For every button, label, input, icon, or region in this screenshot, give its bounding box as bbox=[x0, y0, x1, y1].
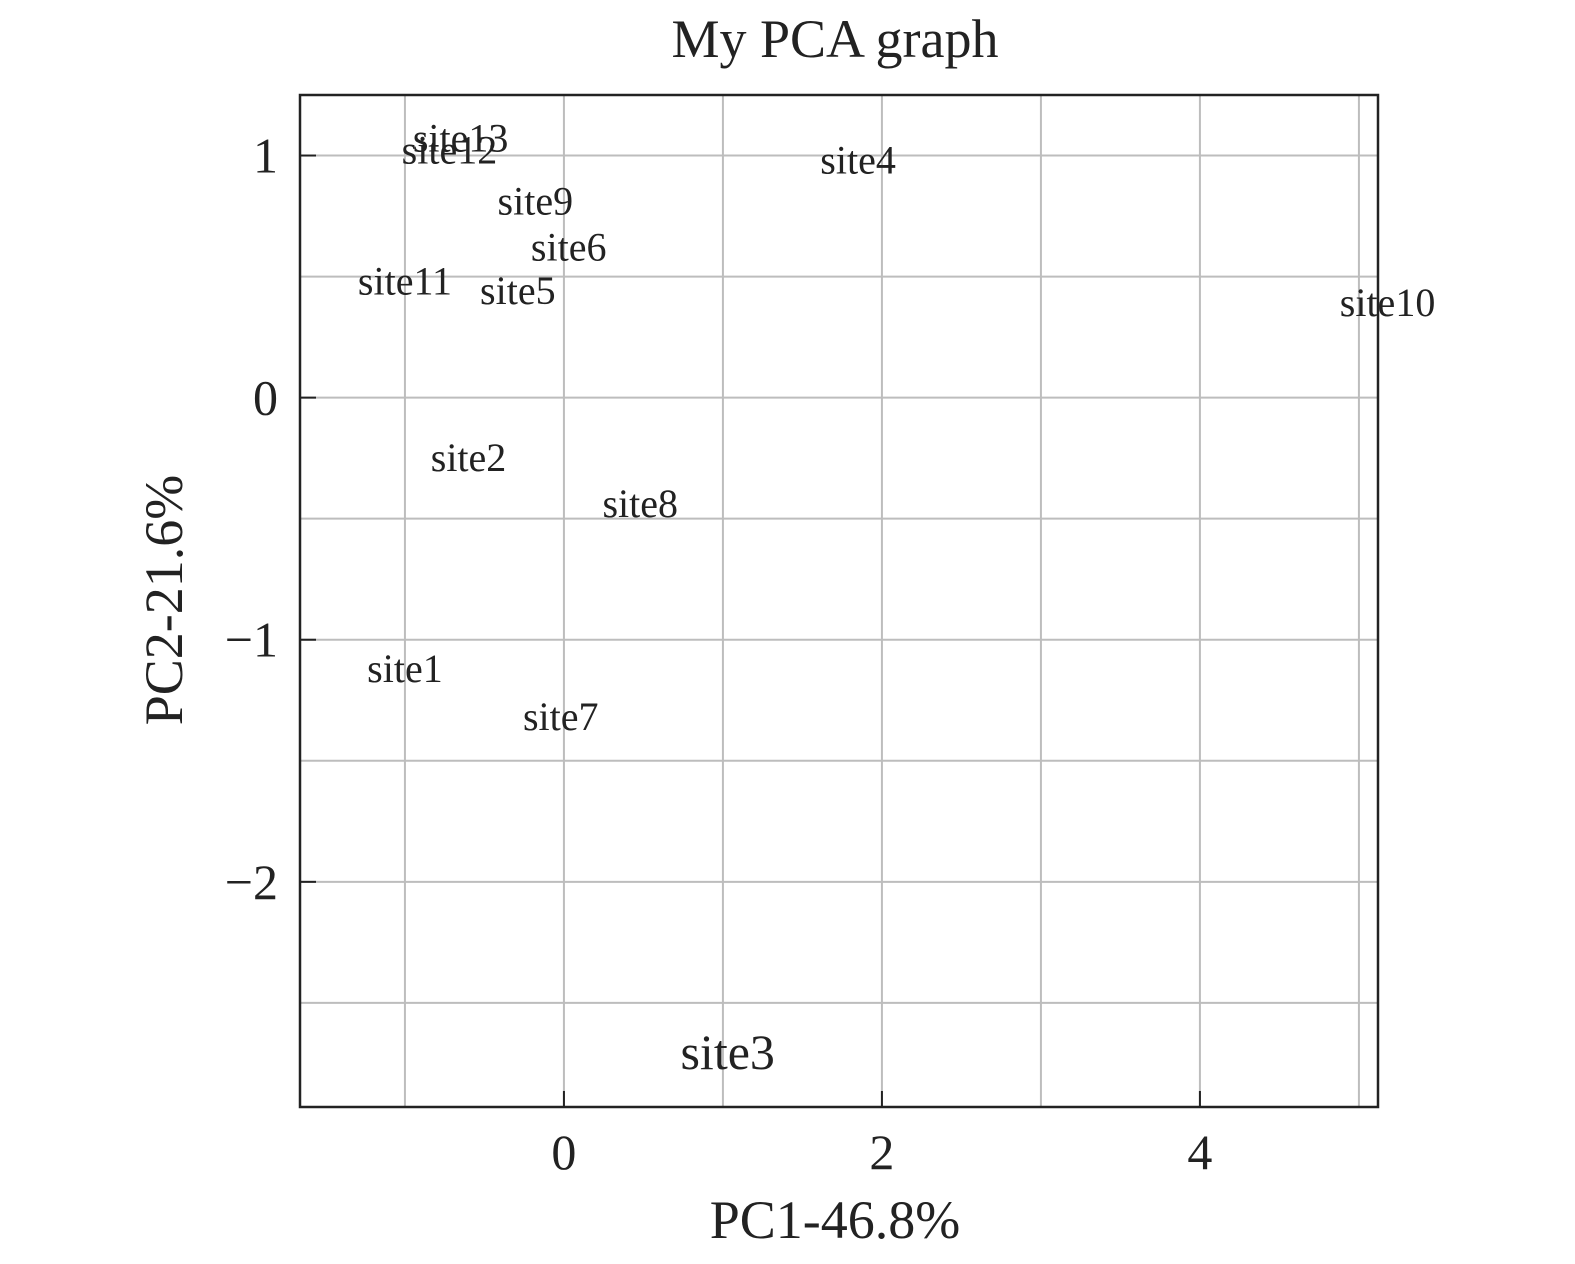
point-label-site2: site2 bbox=[431, 435, 507, 480]
point-label-site11: site11 bbox=[358, 258, 452, 303]
point-label-site8: site8 bbox=[602, 481, 678, 526]
point-label-site4: site4 bbox=[820, 137, 896, 182]
point-label-site12: site12 bbox=[402, 128, 498, 173]
point-label-site10: site10 bbox=[1340, 280, 1436, 325]
grid-lines bbox=[300, 95, 1378, 1107]
y-tick-label: 1 bbox=[253, 128, 278, 184]
y-tick-label: −2 bbox=[225, 854, 278, 910]
point-label-site7: site7 bbox=[523, 694, 599, 739]
point-label-site1: site1 bbox=[367, 646, 443, 691]
point-label-site5: site5 bbox=[480, 268, 556, 313]
x-tick-label: 4 bbox=[1187, 1124, 1212, 1180]
point-label-site6: site6 bbox=[531, 225, 607, 270]
y-tick-label: −1 bbox=[225, 612, 278, 668]
x-tick-label: 0 bbox=[551, 1124, 576, 1180]
y-axis-label: PC2-21.6% bbox=[134, 475, 194, 726]
point-label-site9: site9 bbox=[498, 179, 574, 224]
point-label-site13: site13 bbox=[413, 116, 509, 161]
x-axis-label: PC1-46.8% bbox=[710, 1190, 961, 1250]
x-tick-label: 2 bbox=[869, 1124, 894, 1180]
point-label-site3: site3 bbox=[680, 1024, 774, 1080]
plot-frame bbox=[298, 93, 1380, 1109]
chart-title: My PCA graph bbox=[671, 9, 998, 69]
axis-ticks: 0 2 4 1 0 −1 −2 bbox=[225, 128, 1213, 1180]
y-tick-label: 0 bbox=[253, 370, 278, 426]
